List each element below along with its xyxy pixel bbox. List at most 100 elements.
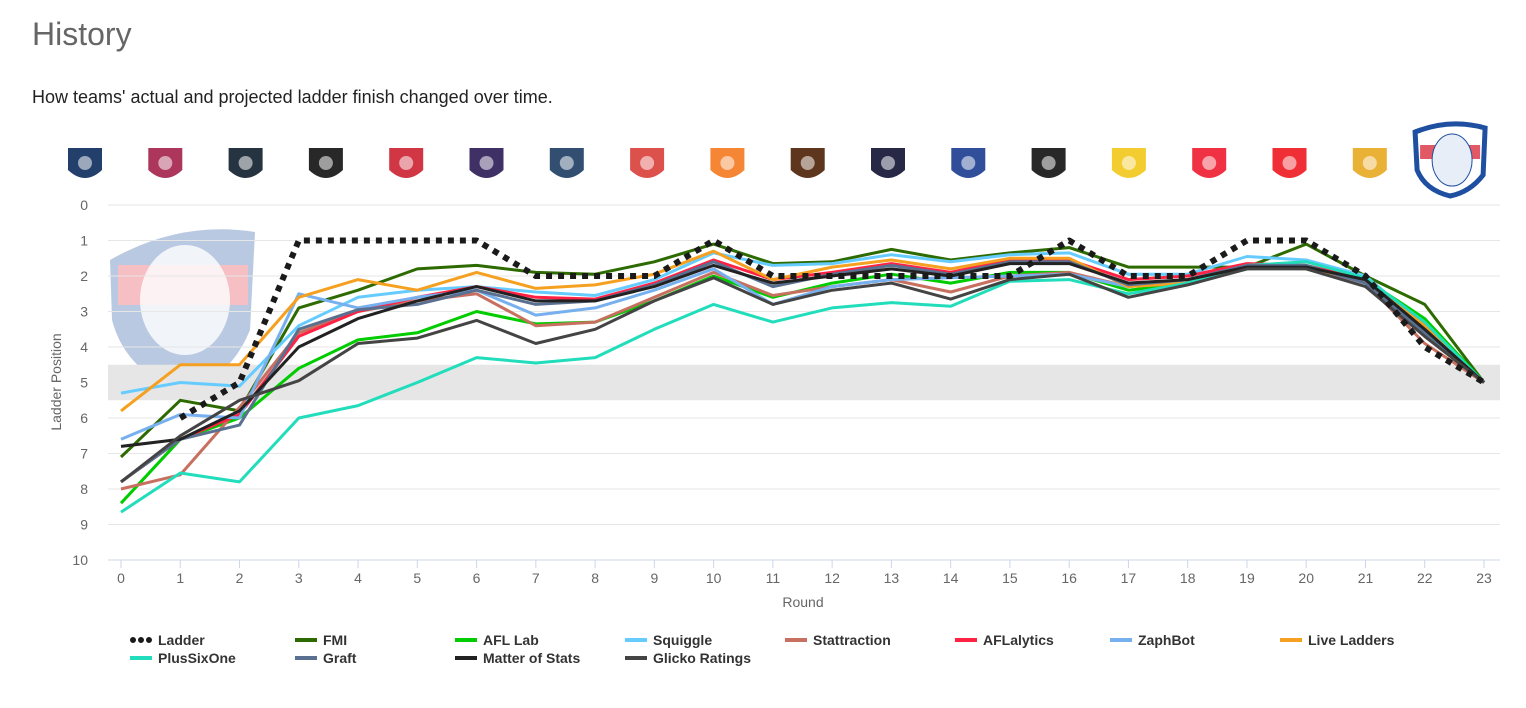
carlton-logo-icon[interactable] [228,148,263,178]
x-tick-label: 12 [824,570,840,586]
x-tick-label: 22 [1417,570,1433,586]
legend-swatch [295,638,317,642]
y-tick-label: 2 [80,268,88,284]
legend-swatch [455,656,477,660]
series-line-squiggle[interactable] [120,251,1486,395]
legend-item-graft[interactable]: Graft [295,650,356,666]
adelaide-crows-logo-icon[interactable] [68,148,102,178]
legend-swatch [130,637,152,643]
team-logos-row [68,121,1488,199]
chart-legend: Ladder FMI AFL Lab Squiggle Stattraction AFLa… [0,632,1526,672]
x-tick-label: 21 [1358,570,1374,586]
legend-label: FMI [323,632,348,648]
brisbane-lions-logo-icon[interactable] [148,148,183,178]
bulldogs-watermark-logo [110,229,255,392]
x-tick-label: 23 [1476,570,1492,586]
legend-label: ZaphBot [1138,632,1195,648]
series-line-matter-of-stats[interactable] [120,262,1486,448]
x-tick-label: 4 [354,570,362,586]
legend-item-afl-lab[interactable]: AFL Lab [455,632,539,648]
y-tick-label: 5 [80,375,88,391]
hawthorn-logo-icon[interactable] [790,148,825,178]
collingwood-logo-icon[interactable] [308,148,343,178]
x-tick-label: 9 [650,570,658,586]
legend-item-matter-of-stats[interactable]: Matter of Stats [455,650,580,666]
legend-swatch [785,638,807,642]
western-bulldogs-logo-icon[interactable] [1412,121,1488,199]
page-title: History [32,16,132,52]
geelong-logo-icon[interactable] [549,148,584,178]
legend-swatch [955,638,977,642]
legend-swatch [1280,638,1302,642]
legend-label: Glicko Ratings [653,650,752,666]
x-tick-label: 16 [1061,570,1077,586]
y-tick-label: 10 [72,552,88,568]
x-tick-label: 3 [295,570,303,586]
legend-label: Graft [323,650,357,666]
x-axis-label: Round [782,594,823,610]
legend-swatch [1110,638,1132,642]
x-tick-label: 2 [236,570,244,586]
melbourne-logo-icon[interactable] [871,148,905,178]
gws-giants-logo-icon[interactable] [710,148,745,178]
legend-item-stattraction[interactable]: Stattraction [785,632,891,648]
x-tick-label: 10 [706,570,722,586]
legend-label: Ladder [158,632,205,648]
port-adelaide-logo-icon[interactable] [1031,148,1066,178]
legend-swatch [130,656,152,660]
x-tick-label: 8 [591,570,599,586]
series-line-glicko-ratings[interactable] [120,267,1485,484]
gold-coast-logo-icon[interactable] [630,148,665,178]
x-tick-label: 20 [1298,570,1314,586]
legend-label: Matter of Stats [483,650,581,666]
legend-item-zaphbot[interactable]: ZaphBot [1110,632,1195,648]
st-kilda-logo-icon[interactable] [1192,148,1227,178]
x-tick-label: 15 [1002,570,1018,586]
x-tick-label: 14 [943,570,959,586]
legend-item-aflalytics[interactable]: AFLalytics [955,632,1054,648]
legend-item-ladder[interactable]: Ladder [130,632,205,648]
legend-label: Stattraction [813,632,891,648]
fremantle-logo-icon[interactable] [469,148,504,178]
legend-swatch [625,638,647,642]
x-tick-label: 18 [1180,570,1196,586]
legend-item-squiggle[interactable]: Squiggle [625,632,712,648]
legend-item-live-ladders[interactable]: Live Ladders [1280,632,1394,648]
y-tick-label: 7 [80,446,88,462]
y-tick-label: 3 [80,304,88,320]
west-coast-logo-icon[interactable] [1352,148,1387,178]
legend-swatch [455,638,477,642]
sydney-swans-logo-icon[interactable] [1272,148,1307,178]
north-melbourne-logo-icon[interactable] [951,148,986,178]
x-tick-label: 0 [117,570,125,586]
legend-swatch [625,656,647,660]
series-line-ladder[interactable] [178,237,1486,421]
legend-label: Squiggle [653,632,713,648]
legend-item-glicko-ratings[interactable]: Glicko Ratings [625,650,751,666]
y-tick-label: 4 [80,339,88,355]
legend-swatch [295,656,317,660]
legend-item-plussixone[interactable]: PlusSixOne [130,650,236,666]
y-tick-label: 0 [80,197,88,213]
x-tick-label: 17 [1121,570,1137,586]
x-tick-label: 6 [473,570,481,586]
legend-label: PlusSixOne [158,650,236,666]
legend-label: AFLalytics [983,632,1054,648]
essendon-logo-icon[interactable] [389,148,424,178]
y-tick-label: 9 [80,517,88,533]
legend-label: AFL Lab [483,632,539,648]
page-subtitle: How teams' actual and projected ladder f… [32,87,553,107]
y-tick-label: 1 [80,233,88,249]
legend-item-fmi[interactable]: FMI [295,632,347,648]
x-tick-label: 7 [532,570,540,586]
x-tick-label: 11 [766,570,781,586]
x-tick-label: 13 [884,570,900,586]
x-tick-label: 5 [413,570,421,586]
y-axis-label: Ladder Position [48,333,64,430]
richmond-logo-icon[interactable] [1111,148,1146,178]
y-tick-label: 6 [80,410,88,426]
x-tick-label: 19 [1239,570,1255,586]
y-tick-label: 8 [80,481,88,497]
x-tick-label: 1 [176,570,184,586]
